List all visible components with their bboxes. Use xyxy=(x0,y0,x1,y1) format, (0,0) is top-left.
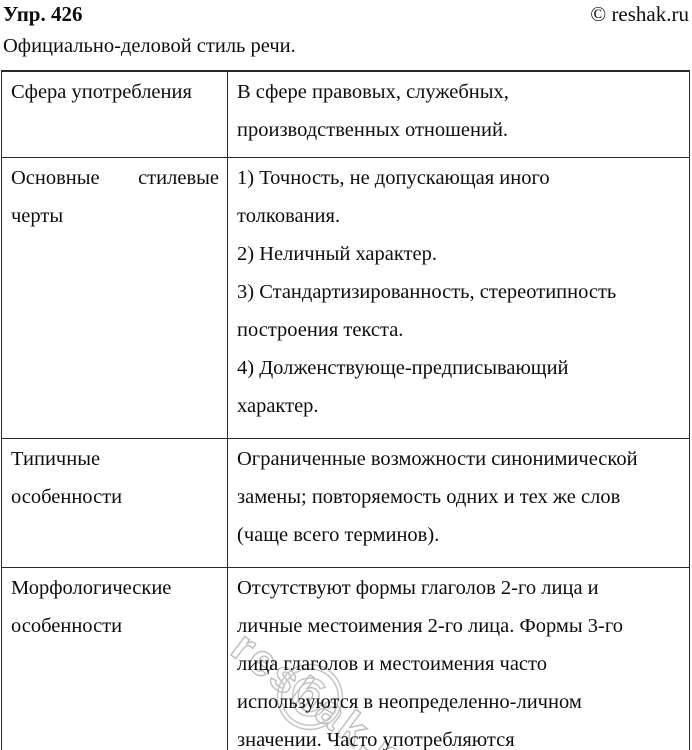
text-line: 2) Неличный характер. xyxy=(237,242,438,265)
exercise-title: Упр. 426 xyxy=(3,2,83,26)
text-line: замены; повторяемость одних и тех же сло… xyxy=(237,485,621,508)
text-line: 4) Долженствующе-предписывающий xyxy=(237,356,569,379)
row-content-cell: Отсутствуют формы глаголов 2-го лица и ли… xyxy=(227,566,690,750)
text-line: Ограниченные возможности синонимической xyxy=(237,447,638,470)
table-row: Морфологические особенности Отсутствуют ф… xyxy=(1,566,690,750)
text-line: используются в неопределенно-личном xyxy=(237,690,582,713)
text-line: производственных отношений. xyxy=(237,119,509,141)
text-line: 3) Стандартизированность, стереотипность xyxy=(237,280,617,303)
text-line: Отсутствуют формы глаголов 2-го лица и xyxy=(237,576,599,599)
text-line: черты xyxy=(11,204,64,227)
row-content-cell: 1) Точность, не допускающая иного толкова… xyxy=(227,156,690,439)
table-row: Типичные особенности Ограниченные возможн… xyxy=(1,437,690,568)
text-line: значении. Часто употребляются xyxy=(237,728,515,750)
copyright-label: © reshak.ru xyxy=(590,2,689,26)
text-line: характер. xyxy=(237,394,319,417)
text-line: толкования. xyxy=(237,204,341,227)
text-line: особенности xyxy=(11,614,123,637)
text-line: Сфера употребления xyxy=(11,81,192,103)
text-line: 1) Точность, не допускающая иного xyxy=(237,166,550,189)
row-label-cell: Морфологические особенности xyxy=(1,566,228,750)
text-line: личные местоимения 2-го лица. Формы 3-го xyxy=(237,614,623,637)
text-line: Основные стилевые xyxy=(11,166,219,189)
page-header: Упр. 426 © reshak.ru xyxy=(3,1,689,27)
row-label-cell: Сфера употребления xyxy=(1,70,228,158)
text-line: построения текста. xyxy=(237,318,404,341)
text-line: Морфологические xyxy=(11,576,172,599)
text-line: (чаще всего терминов). xyxy=(237,523,440,546)
table-row: Основные стилевые черты 1) Точность, не д… xyxy=(1,156,690,439)
row-label-cell: Типичные особенности xyxy=(1,437,228,568)
table-row: Сфера употребления В сфере правовых, слу… xyxy=(1,70,690,158)
text-line: В сфере правовых, служебных, xyxy=(237,81,509,103)
text-line: особенности xyxy=(11,485,123,508)
text-line: Типичные xyxy=(11,447,101,470)
row-content-cell: В сфере правовых, служебных, производстве… xyxy=(227,70,690,158)
row-content-cell: Ограниченные возможности синонимической з… xyxy=(227,437,690,568)
style-features-table: Сфера употребления В сфере правовых, слу… xyxy=(1,70,690,750)
page-subtitle: Официально-деловой стиль речи. xyxy=(3,35,296,57)
text-line: лица глаголов и местоимения часто xyxy=(237,652,547,675)
row-label-cell: Основные стилевые черты xyxy=(1,156,228,439)
